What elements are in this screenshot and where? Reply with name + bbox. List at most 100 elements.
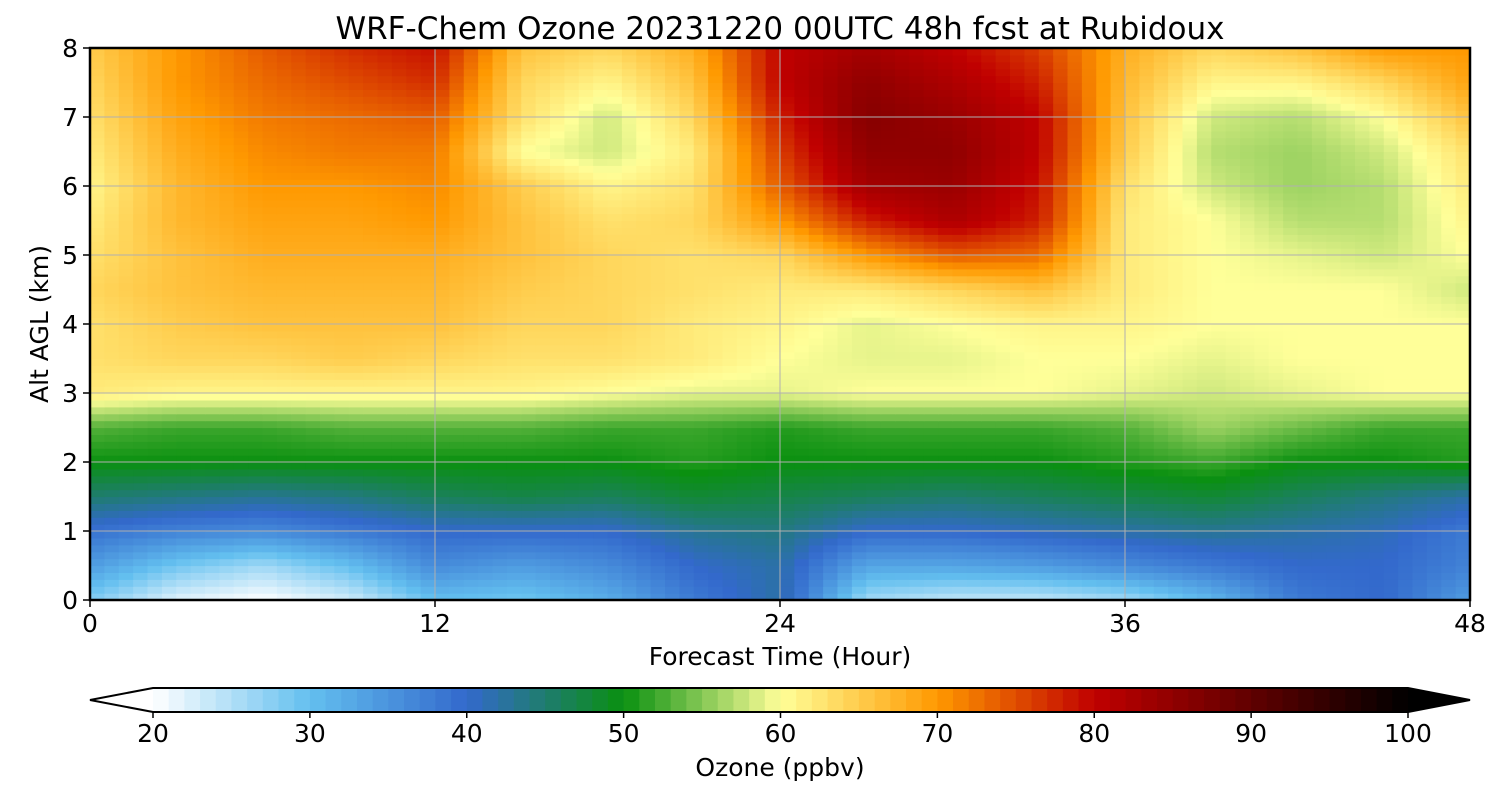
heat-cell <box>1297 406 1313 415</box>
heat-cell <box>1426 537 1442 546</box>
heat-cell <box>1139 434 1155 442</box>
heat-cell <box>1110 317 1126 325</box>
heat-cell <box>391 558 407 567</box>
heat-cell <box>1110 282 1126 291</box>
heat-cell <box>981 462 997 470</box>
heat-cell <box>435 475 450 484</box>
heat-cell <box>118 241 134 249</box>
heat-cell <box>1283 372 1299 380</box>
heat-cell <box>708 344 724 353</box>
heat-cell <box>1326 517 1342 525</box>
heat-cell <box>1369 475 1385 484</box>
heat-cell <box>1369 496 1385 504</box>
heat-cell <box>1211 517 1227 525</box>
heat-cell <box>435 282 450 291</box>
heat-cell <box>391 248 407 256</box>
heat-cell <box>1053 434 1069 442</box>
heat-cell <box>751 268 767 277</box>
heat-cell <box>1412 517 1428 525</box>
heat-cell <box>1311 510 1327 518</box>
heat-cell <box>363 289 379 297</box>
heat-cell <box>147 503 163 511</box>
heat-cell <box>305 558 321 567</box>
heat-cell <box>1268 282 1284 291</box>
heat-cell <box>161 517 177 525</box>
heat-cell <box>233 482 249 491</box>
heat-cell <box>262 420 278 429</box>
heat-cell <box>147 537 163 546</box>
heat-cell <box>636 358 652 366</box>
heat-cell <box>607 358 623 366</box>
heat-cell <box>1297 303 1313 311</box>
heat-cell <box>1225 289 1241 297</box>
heat-cell <box>377 406 393 415</box>
heat-cell <box>1110 579 1126 587</box>
heat-cell <box>1426 496 1442 504</box>
heat-cell <box>736 565 752 573</box>
heat-cell <box>133 324 149 332</box>
heat-cell <box>851 537 867 546</box>
heat-cell <box>708 531 724 539</box>
heat-cell <box>679 420 695 429</box>
heat-cell <box>1139 489 1155 498</box>
heat-cell <box>348 489 364 498</box>
heat-cell <box>1110 344 1126 353</box>
heat-cell <box>334 455 350 463</box>
heat-cell <box>1139 275 1155 284</box>
heat-cell <box>1038 462 1054 470</box>
heat-cell <box>262 386 278 394</box>
heat-cell <box>909 296 925 304</box>
heat-cell <box>205 593 220 601</box>
heat-cell <box>1196 386 1212 394</box>
heat-cell <box>478 524 494 532</box>
heat-cell <box>708 517 724 525</box>
heat-cell <box>320 468 335 477</box>
heat-cell <box>1369 558 1385 567</box>
heat-cell <box>550 303 565 311</box>
heat-cell <box>1081 275 1097 284</box>
heat-cell <box>276 255 292 263</box>
heat-cell <box>1153 517 1169 525</box>
heat-cell <box>866 475 882 484</box>
heat-cell <box>1168 579 1184 587</box>
heat-cell <box>952 496 968 504</box>
heat-cell <box>1240 565 1255 573</box>
heat-cell <box>1268 268 1284 277</box>
heat-cell <box>981 482 997 491</box>
heat-cell <box>1110 524 1126 532</box>
heat-cell <box>851 275 867 284</box>
heat-cell <box>1369 468 1385 477</box>
heat-cell <box>895 337 910 346</box>
heat-cell <box>564 289 580 297</box>
heat-cell <box>636 572 652 580</box>
heat-cell <box>90 255 105 263</box>
heat-cell <box>1038 275 1054 284</box>
heat-cell <box>1297 517 1313 525</box>
heat-cell <box>1355 268 1370 277</box>
heat-cell <box>118 289 134 297</box>
heat-cell <box>1081 565 1097 573</box>
heat-cell <box>104 455 120 463</box>
heat-cell <box>1096 241 1112 249</box>
heat-cell <box>305 420 321 429</box>
heat-cell <box>1139 593 1155 601</box>
heat-cell <box>794 455 810 463</box>
heat-cell <box>1168 434 1184 442</box>
heat-cell <box>851 268 867 277</box>
heat-cell <box>1182 386 1198 394</box>
heat-cell <box>837 537 853 546</box>
heat-cell <box>1225 572 1241 580</box>
heat-cell <box>650 544 666 553</box>
heat-cell <box>1398 324 1414 332</box>
heat-cell <box>923 289 939 297</box>
heat-cell <box>334 310 350 318</box>
heat-cell <box>248 372 264 380</box>
heat-cell <box>478 393 494 401</box>
heat-cell <box>938 406 954 415</box>
heat-cell <box>449 393 465 401</box>
heat-cell <box>478 372 494 380</box>
heat-cell <box>1283 420 1299 429</box>
heat-cell <box>1326 337 1342 346</box>
heat-cell <box>248 544 264 553</box>
heat-cell <box>938 248 954 256</box>
